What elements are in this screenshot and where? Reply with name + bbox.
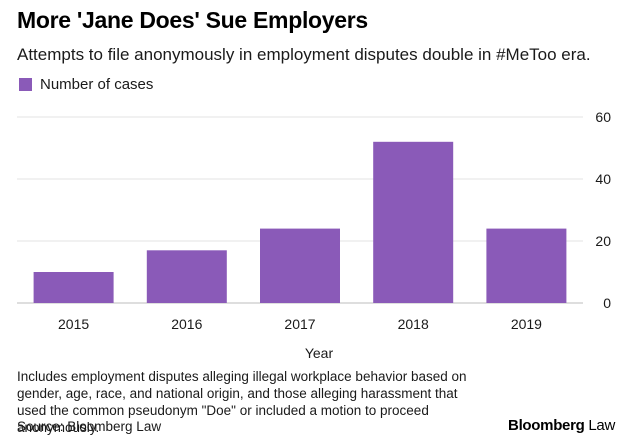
x-tick-label: 2018 [398, 316, 429, 332]
y-tick-label: 0 [603, 295, 611, 311]
y-tick-label: 60 [595, 109, 611, 125]
chart-title: More 'Jane Does' Sue Employers [17, 7, 368, 33]
legend-swatch [19, 78, 32, 91]
legend-label: Number of cases [40, 76, 154, 93]
bar-2019 [486, 228, 567, 303]
y-tick-label: 40 [595, 171, 611, 187]
x-tick-label: 2016 [171, 316, 202, 332]
brand-logo: Bloomberg Law [508, 417, 615, 434]
bar-2015 [33, 272, 114, 303]
chart-footnote: Includes employment disputes alleging il… [17, 369, 467, 435]
legend: Number of cases [19, 76, 153, 93]
chart-subtitle: Attempts to file anonymously in employme… [17, 45, 591, 64]
bar-2018 [373, 141, 454, 303]
bar-2017 [260, 228, 340, 303]
x-tick-label: 2017 [284, 316, 315, 332]
y-tick-label: 20 [595, 233, 611, 249]
x-tick-label: 2015 [58, 316, 89, 332]
x-axis-label: Year [305, 345, 334, 361]
chart-source: Source: Bloomberg Law [17, 419, 162, 434]
bar-2016 [146, 250, 227, 303]
x-tick-label: 2019 [511, 316, 542, 332]
